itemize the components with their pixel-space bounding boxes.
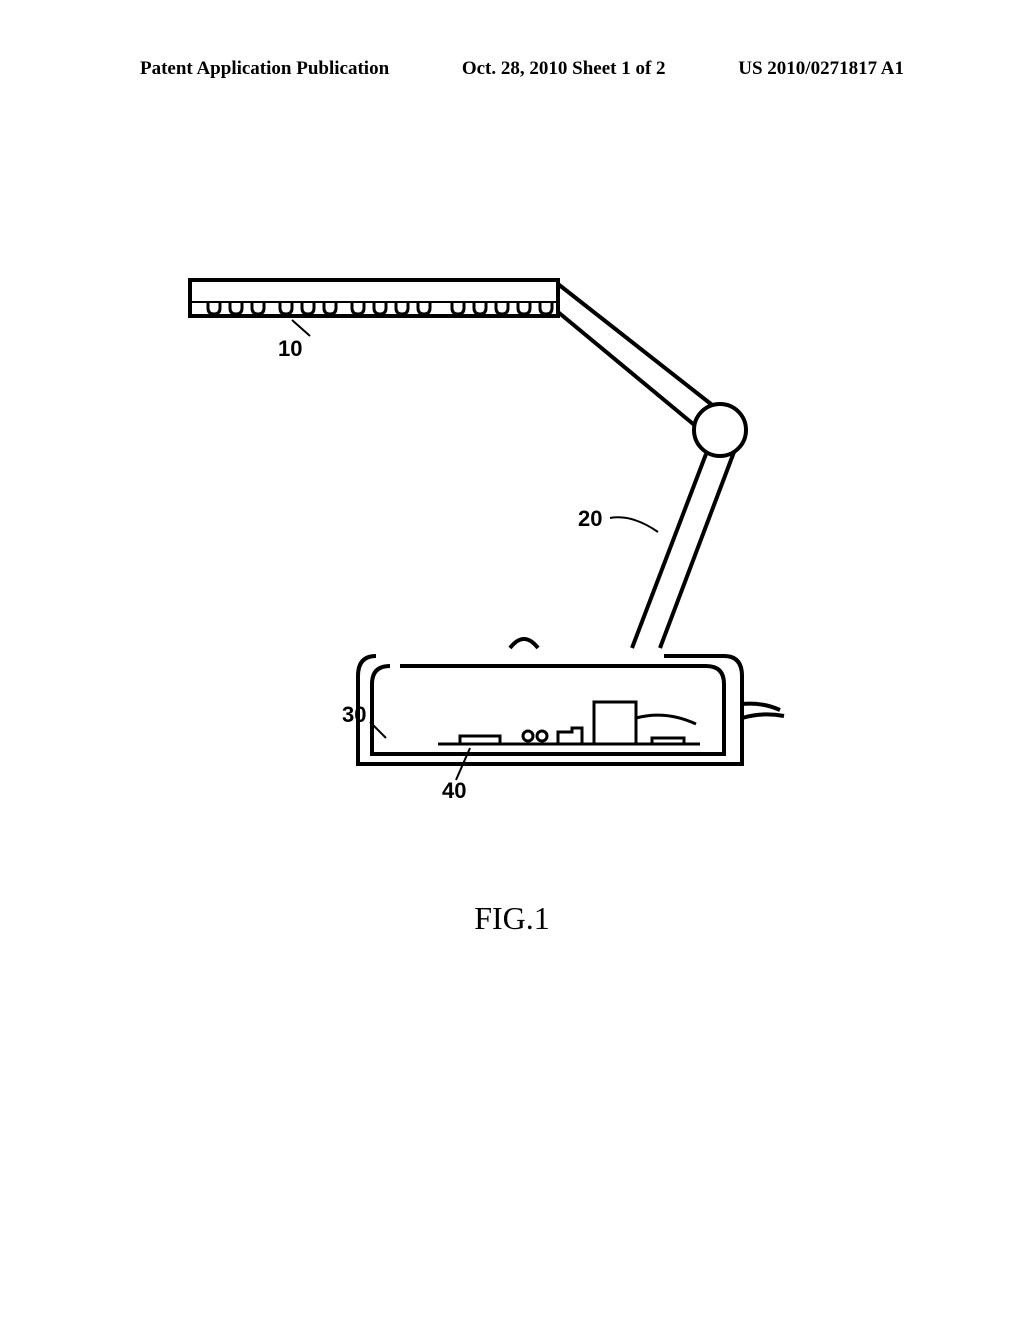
header-left: Patent Application Publication [140,58,389,80]
ref-label-10: 10 [278,336,302,362]
ref-label-40: 40 [442,778,466,804]
patent-header: Patent Application Publication Oct. 28, … [0,58,1024,80]
figure-drawing: 10 20 30 40 [180,270,820,830]
ref-label-20: 20 [578,506,602,532]
header-mid: Oct. 28, 2010 Sheet 1 of 2 [462,58,666,80]
header-right: US 2010/0271817 A1 [738,58,904,80]
ref-label-30: 30 [342,702,366,728]
figure-caption: FIG.1 [0,900,1024,937]
